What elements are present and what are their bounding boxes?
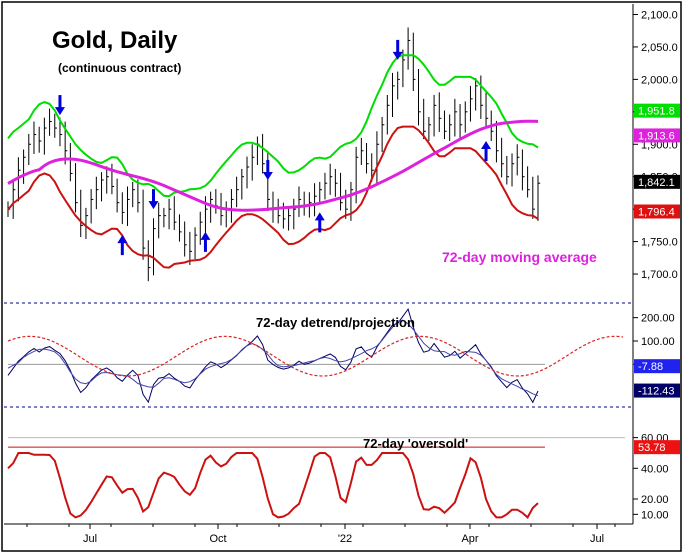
cycle-bottom-arrow-icon bbox=[117, 235, 128, 256]
cycle-bottom-arrow-icon bbox=[200, 231, 211, 252]
arrow-head bbox=[314, 212, 325, 221]
moving-average-label: 72-day moving average bbox=[442, 249, 597, 265]
arrow-head bbox=[54, 107, 65, 116]
value-tag: -112.43 bbox=[634, 383, 680, 398]
value-tag: 53.78 bbox=[634, 440, 680, 455]
y-tick-label: 100.00 bbox=[641, 336, 675, 348]
value-tag-label: 53.78 bbox=[638, 442, 666, 454]
y-tick-label: 2,000.0 bbox=[641, 74, 678, 86]
cycle-top-arrow-icon bbox=[54, 95, 65, 116]
x-tick-label: Oct bbox=[209, 533, 226, 545]
cycle-bottom-arrow-icon bbox=[481, 141, 492, 162]
oscillator-panel bbox=[7, 437, 625, 519]
x-tick-label: Jul bbox=[590, 533, 604, 545]
value-tag-label: 1,842.1 bbox=[638, 177, 675, 189]
y-tick-label: 20.00 bbox=[641, 494, 669, 506]
value-tag: 1,796.4 bbox=[634, 204, 680, 219]
y-tick-label: 200.00 bbox=[641, 313, 675, 325]
arrow-head bbox=[262, 171, 273, 180]
x-tick-label: '22 bbox=[338, 533, 352, 545]
value-tag-box bbox=[634, 174, 680, 189]
moving-average-line bbox=[7, 119, 539, 212]
oscillator-line bbox=[7, 452, 539, 519]
value-tag: 1,913.6 bbox=[634, 128, 680, 143]
chart-subtitle: (continuous contract) bbox=[58, 61, 181, 75]
value-tag-label: 1,796.4 bbox=[638, 206, 675, 218]
detrend-line bbox=[7, 307, 539, 404]
upper-band-line bbox=[7, 54, 539, 198]
value-tag-box bbox=[634, 204, 680, 219]
detrend-panel bbox=[7, 307, 624, 404]
value-tag-label: -112.43 bbox=[638, 386, 675, 398]
x-tick-label: Apr bbox=[461, 533, 478, 545]
y-tick-label: 1,750.0 bbox=[641, 237, 678, 249]
value-tag-label: 1,913.6 bbox=[638, 130, 675, 142]
value-tag: 1,842.1 bbox=[634, 174, 680, 189]
y-tick-label: 2,050.0 bbox=[641, 42, 678, 54]
detrend-title: 72-day detrend/projection bbox=[256, 315, 415, 330]
chart-title: Gold, Daily bbox=[52, 27, 178, 54]
cycle-top-arrow-icon bbox=[262, 159, 273, 180]
projection-line bbox=[7, 335, 624, 377]
arrow-head bbox=[481, 141, 492, 150]
arrow-head bbox=[392, 51, 403, 60]
y-tick-label: 2,100.0 bbox=[641, 9, 678, 21]
arrow-head bbox=[148, 201, 159, 210]
value-tag-box bbox=[634, 128, 680, 143]
arrow-head bbox=[117, 235, 128, 244]
cycle-bottom-arrow-icon bbox=[314, 212, 325, 233]
value-tag-box bbox=[634, 103, 680, 118]
value-tag: -7.88 bbox=[634, 359, 680, 374]
cycle-top-arrow-icon bbox=[148, 189, 159, 210]
lower-band-line bbox=[7, 125, 539, 269]
value-tag-box bbox=[634, 359, 680, 374]
oversold-label: 72-day 'oversold' bbox=[363, 436, 468, 451]
cycle-top-arrow-icon bbox=[392, 39, 403, 60]
y-tick-label: 40.00 bbox=[641, 463, 669, 475]
detrend-smoothed-line bbox=[7, 319, 539, 397]
arrow-head bbox=[200, 231, 211, 240]
y-tick-label: 1,700.0 bbox=[641, 269, 678, 281]
y-tick-label: 10.00 bbox=[641, 509, 669, 521]
value-tag-box bbox=[634, 383, 680, 398]
x-tick-label: Jul bbox=[83, 533, 97, 545]
value-tag: 1,951.8 bbox=[634, 103, 680, 118]
value-tag-label: -7.88 bbox=[638, 361, 663, 373]
value-tag-label: 1,951.8 bbox=[638, 106, 675, 118]
price-panel bbox=[7, 27, 541, 282]
value-tag-box bbox=[634, 440, 680, 455]
axes-layer: 2,100.02,050.02,000.01,950.01,900.01,850… bbox=[26, 9, 680, 545]
